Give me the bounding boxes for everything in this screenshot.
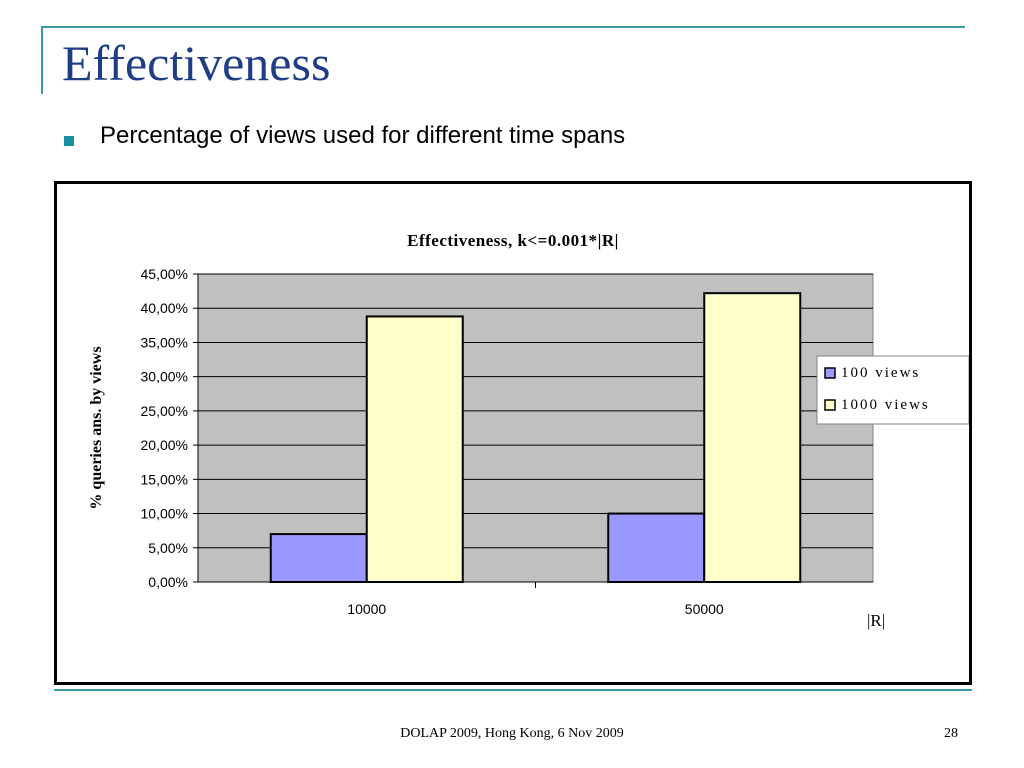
bar-100-views-10000 (269, 533, 368, 584)
y-tick-label: 40,00% (141, 300, 188, 316)
legend-swatch-1000-views (824, 399, 836, 411)
y-tick-label: 0,00% (148, 574, 188, 590)
chart-title: Effectiveness, k<=0.001*|R| (407, 231, 619, 250)
y-tick-label: 5,00% (148, 540, 188, 556)
bar-1000-views-10000 (365, 315, 464, 584)
legend-label: 100 views (841, 365, 920, 381)
slide-title: Effectiveness (62, 35, 331, 91)
y-tick-label: 10,00% (141, 506, 188, 522)
page-number: 28 (944, 726, 958, 741)
chart-svg: Effectiveness, k<=0.001*|R| 0,00% 5,00% 10,… (88, 231, 970, 630)
legend-label: 1000 views (841, 397, 930, 413)
y-tick-label: 25,00% (141, 403, 188, 419)
y-tick-label: 45,00% (141, 266, 188, 282)
bar-1000-views-50000 (703, 292, 802, 583)
accent-line-horizontal (41, 26, 965, 28)
x-tick-label: 10000 (347, 601, 386, 617)
bottom-rule (54, 689, 972, 691)
y-axis-label: % queries ans. by views (88, 346, 105, 509)
accent-line-vertical (41, 28, 43, 94)
bar-100-views-50000 (607, 512, 706, 583)
footer-text: DOLAP 2009, Hong Kong, 6 Nov 2009 (400, 726, 624, 741)
y-tick-label: 15,00% (141, 471, 188, 487)
legend-box (816, 355, 970, 425)
x-tick-label: 50000 (685, 601, 724, 617)
bullet-square-icon (64, 136, 74, 146)
y-tick-label: 35,00% (141, 334, 188, 350)
y-tick-label: 20,00% (141, 437, 188, 453)
x-axis-label: |R| (867, 611, 885, 630)
bullet-text: Percentage of views used for different t… (100, 122, 626, 149)
chart-frame: Effectiveness, k<=0.001*|R| 0,00% 5,00% 10,… (54, 181, 972, 685)
y-tick-label: 30,00% (141, 369, 188, 385)
legend-swatch-100-views (824, 367, 836, 379)
